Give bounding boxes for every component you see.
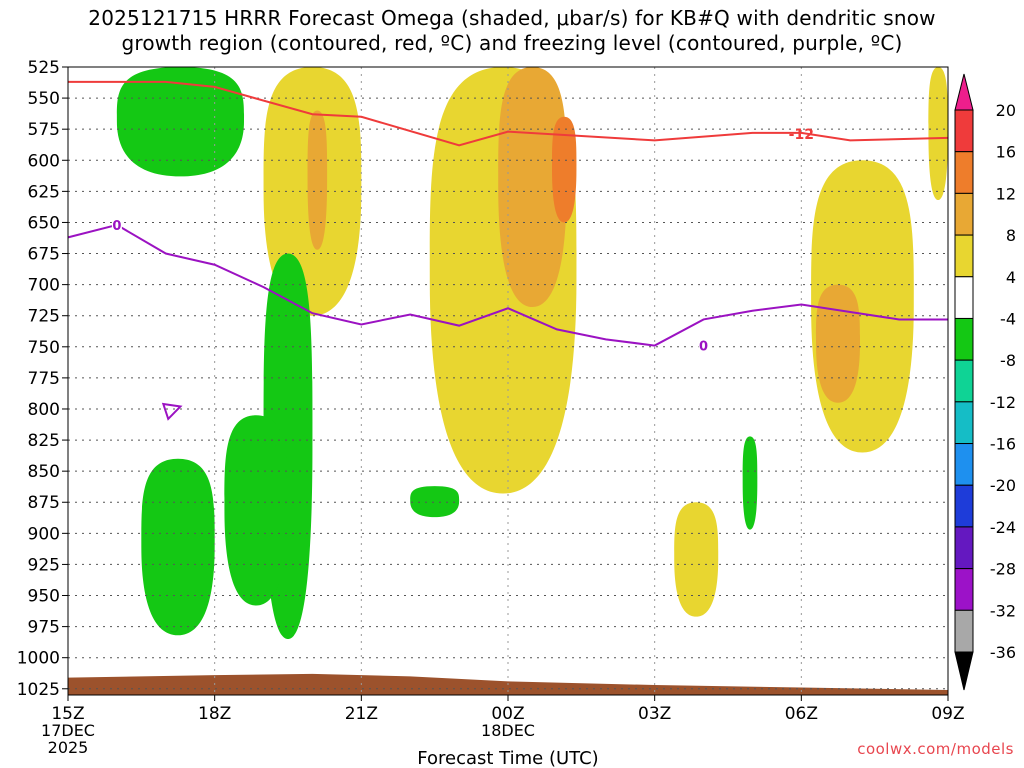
colorbar-label: -36 — [990, 643, 1016, 662]
freezing-level-line — [67, 223, 948, 347]
colorbar-label: -20 — [990, 476, 1016, 495]
omega-region — [928, 67, 949, 201]
colorbar-label: 12 — [996, 184, 1016, 203]
y-tick-label: 900 — [28, 524, 60, 544]
colorbar-band — [954, 484, 974, 528]
omega-region — [551, 116, 577, 223]
colorbar-band — [954, 359, 974, 403]
y-tick-label: 600 — [28, 151, 60, 171]
colorbar-band — [954, 568, 974, 611]
credit-text: coolwx.com/models — [857, 740, 1014, 758]
y-tick-label: 750 — [28, 338, 60, 358]
colorbar-label: -28 — [990, 560, 1016, 579]
y-tick-label: 875 — [28, 493, 60, 513]
colorbar-band — [954, 401, 974, 445]
x-axis-title: Forecast Time (UTC) — [417, 748, 598, 768]
colorbar-label: -8 — [1000, 351, 1016, 370]
colorbar-band — [954, 443, 974, 486]
omega-region — [815, 284, 861, 403]
colorbar-under-arrow — [954, 651, 974, 691]
colorbar-band — [954, 109, 974, 153]
y-tick-label: 950 — [28, 587, 60, 607]
colorbar-band — [954, 276, 974, 319]
y-tick-label: 725 — [28, 307, 60, 327]
colorbar-band — [954, 526, 974, 570]
omega-region — [498, 67, 567, 308]
colorbar-label: 20 — [996, 101, 1016, 120]
x-tick-label: 09Z — [931, 704, 964, 724]
chart-title-line-1: 2025121715 HRRR Forecast Omega (shaded, … — [88, 6, 936, 30]
x-tick-label: 21Z — [345, 704, 378, 724]
y-tick-label: 925 — [28, 555, 60, 575]
omega-region — [410, 486, 460, 518]
omega-shading — [116, 67, 949, 640]
freezing-label-bg — [111, 216, 122, 231]
x-tick-label: 06Z — [785, 704, 818, 724]
colorbar-band — [954, 192, 974, 236]
y-tick-label: 625 — [28, 182, 60, 202]
colorbar-label: -12 — [990, 393, 1016, 412]
chart-title: 2025121715 HRRR Forecast Omega (shaded, … — [0, 6, 1024, 56]
colorbar-label: 4 — [1006, 268, 1016, 287]
y-axis: 525 550 575 600 625 650 675 700 725 750 775 800 825 8… — [17, 58, 68, 700]
colorbar-label: 16 — [996, 143, 1016, 162]
omega-region — [307, 110, 328, 250]
x-tick-label: 00Z — [491, 704, 524, 724]
y-tick-label: 550 — [28, 89, 60, 109]
chart-title-line-2: growth region (contoured, red, ºC) and f… — [121, 31, 903, 55]
contour-lines: -12 0 0 — [67, 80, 949, 421]
freezing-level-label: 0 — [112, 219, 121, 234]
y-tick-label: 1025 — [17, 680, 60, 700]
x-tick-label: 18Z — [198, 704, 231, 724]
y-tick-label: 850 — [28, 462, 60, 482]
omega-region — [224, 415, 289, 606]
x-tick-sublabel: 18DEC — [481, 721, 535, 740]
freezing-level-label: 0 — [699, 340, 708, 355]
colorbar-label: -24 — [990, 518, 1016, 537]
omega-region — [116, 67, 245, 177]
x-tick-label: 15Z — [51, 704, 84, 724]
colorbar-label: -16 — [990, 435, 1016, 454]
y-tick-label: 1000 — [17, 649, 60, 669]
y-tick-label: 800 — [28, 400, 60, 420]
colorbar-label: -32 — [990, 601, 1016, 620]
colorbar-label: -4 — [1000, 309, 1016, 328]
freezing-label-bg — [698, 337, 709, 352]
colorbar-band — [954, 317, 974, 361]
omega-region — [674, 502, 719, 617]
omega-region — [141, 458, 215, 636]
colorbar-band — [954, 151, 974, 194]
y-tick-label: 700 — [28, 276, 60, 296]
x-tick-sublabel: 17DEC — [41, 721, 95, 740]
y-tick-label: 775 — [28, 369, 60, 389]
y-tick-label: 575 — [28, 120, 60, 140]
dgz-contour-label: -12 — [789, 127, 814, 143]
colorbar-over-arrow — [954, 73, 974, 111]
dgz-contour-line — [68, 80, 949, 147]
x-tick-sublabel: 2025 — [48, 738, 89, 757]
y-tick-label: 975 — [28, 618, 60, 638]
y-tick-label: 675 — [28, 245, 60, 265]
y-tick-label: 650 — [28, 213, 60, 233]
colorbar-label: 8 — [1006, 226, 1016, 245]
y-tick-label: 825 — [28, 431, 60, 451]
colorbar: 20 16 12 8 4 -4 -8 -12 -16 -20 -24 -28 -32 -36 — [954, 73, 1016, 691]
freezing-level-islet — [161, 402, 183, 421]
colorbar-band — [954, 234, 974, 278]
y-tick-label: 525 — [28, 58, 60, 78]
x-tick-label: 03Z — [638, 704, 671, 724]
omega-region — [742, 436, 758, 530]
colorbar-band — [954, 609, 974, 653]
